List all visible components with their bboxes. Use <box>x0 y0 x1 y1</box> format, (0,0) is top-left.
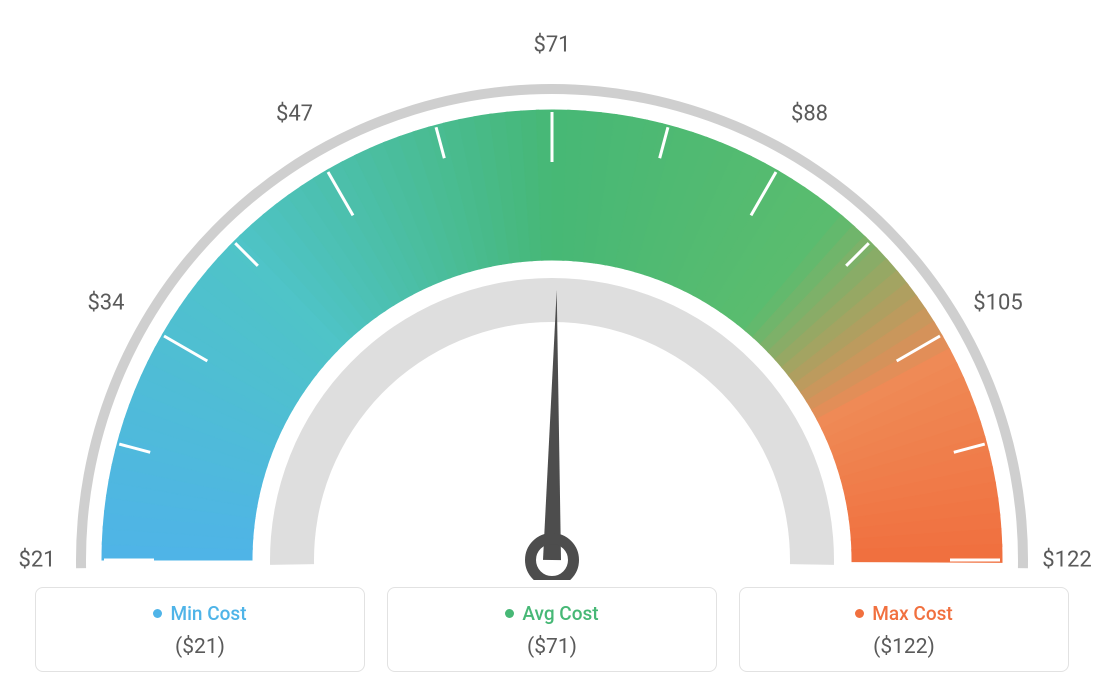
legend-value-min: ($21) <box>46 635 354 659</box>
gauge-tick-label: $47 <box>276 101 313 126</box>
legend-label: Avg Cost <box>522 602 598 625</box>
legend-card-max: Max Cost ($122) <box>739 587 1069 672</box>
legend-title-min: Min Cost <box>153 602 246 625</box>
legend-value-max: ($122) <box>750 635 1058 659</box>
dot-icon <box>505 609 514 618</box>
gauge-tick-label: $105 <box>973 290 1022 315</box>
gauge-tick-label: $122 <box>1042 548 1091 573</box>
legend-title-avg: Avg Cost <box>505 602 598 625</box>
legend-label: Max Cost <box>872 602 952 625</box>
legend-title-max: Max Cost <box>855 602 952 625</box>
legend-card-min: Min Cost ($21) <box>35 587 365 672</box>
dot-icon <box>855 609 864 618</box>
dot-icon <box>153 609 162 618</box>
legend-row: Min Cost ($21) Avg Cost ($71) Max Cost (… <box>0 587 1104 672</box>
gauge-tick-label: $34 <box>87 290 124 315</box>
gauge-tick-label: $88 <box>791 101 828 126</box>
legend-label: Min Cost <box>170 602 246 625</box>
gauge-tick-label: $21 <box>18 548 55 573</box>
legend-card-avg: Avg Cost ($71) <box>387 587 717 672</box>
legend-value-avg: ($71) <box>398 635 706 659</box>
gauge-svg <box>0 20 1104 580</box>
gauge-chart: $21$34$47$71$88$105$122 <box>0 0 1104 560</box>
gauge-tick-label: $71 <box>533 33 570 58</box>
